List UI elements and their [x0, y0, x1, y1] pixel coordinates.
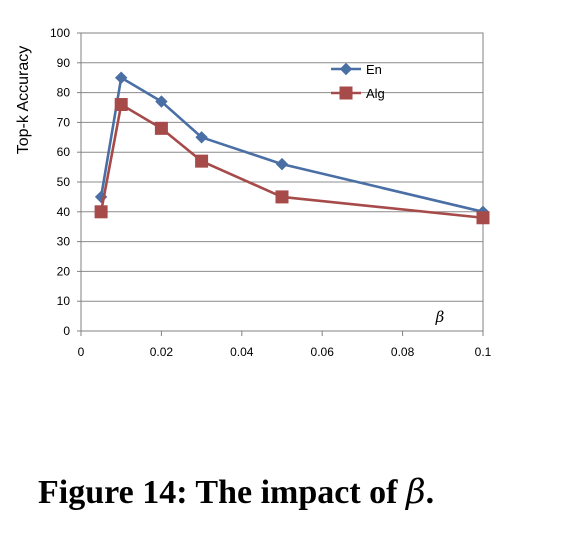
x-tick-label: 0.02 [150, 345, 174, 359]
legend-marker [339, 86, 353, 100]
series-line-en [99, 76, 484, 214]
y-tick-label: 90 [57, 56, 71, 70]
y-tick-label: 30 [57, 235, 71, 249]
data-point-alg [275, 190, 289, 204]
caption-symbol: β [406, 472, 426, 512]
data-point-en [114, 71, 128, 84]
x-tick-label: 0 [78, 345, 85, 359]
legend-entry-alg: Alg [331, 86, 385, 101]
figure-caption: Figure 14: The impact of β. [38, 472, 558, 512]
data-point-en [195, 131, 208, 144]
y-tick-label: 60 [57, 145, 71, 159]
series-en [94, 71, 490, 219]
x-tick-label: 0.06 [311, 345, 335, 359]
y-axis-title: Top-k Accuracy [15, 46, 32, 154]
legend: En Alg [331, 62, 385, 101]
data-point-alg [195, 154, 209, 168]
series-layer [94, 71, 490, 225]
y-tick-label: 100 [50, 26, 70, 40]
x-axis-title: β [435, 308, 445, 326]
legend-label: En [366, 62, 382, 77]
legend-label: Alg [366, 86, 385, 101]
y-tick-label: 50 [57, 175, 71, 189]
series-line-alg [99, 103, 484, 220]
y-axis-ticks: 0 10 20 30 40 50 60 70 80 90 100 [50, 26, 81, 338]
x-tick-label: 0.04 [230, 345, 254, 359]
data-point-alg [94, 205, 108, 219]
y-tick-label: 0 [63, 324, 70, 338]
legend-entry-en: En [331, 62, 382, 77]
y-tick-label: 70 [57, 115, 71, 129]
data-point-alg [154, 121, 168, 135]
x-axis-ticks: 0 0.02 0.04 0.06 0.08 0.1 [78, 331, 492, 359]
data-point-en [275, 157, 289, 171]
caption-suffix: . [425, 474, 435, 511]
gridlines [81, 32, 483, 332]
data-point-alg [476, 211, 490, 225]
line-chart: 0 10 20 30 40 50 60 70 80 90 100 0 0.02 0.04 0.06 0.08… [15, 26, 492, 359]
data-point-alg [114, 98, 128, 112]
legend-marker [339, 62, 353, 76]
y-tick-label: 10 [57, 294, 71, 308]
y-tick-label: 80 [57, 86, 71, 100]
y-tick-label: 40 [57, 205, 71, 219]
data-point-en [155, 95, 168, 108]
y-tick-label: 20 [57, 264, 71, 278]
x-tick-label: 0.08 [391, 345, 415, 359]
caption-prefix: Figure 14: The impact of [38, 474, 406, 511]
series-alg [94, 98, 490, 225]
x-tick-label: 0.1 [475, 345, 492, 359]
